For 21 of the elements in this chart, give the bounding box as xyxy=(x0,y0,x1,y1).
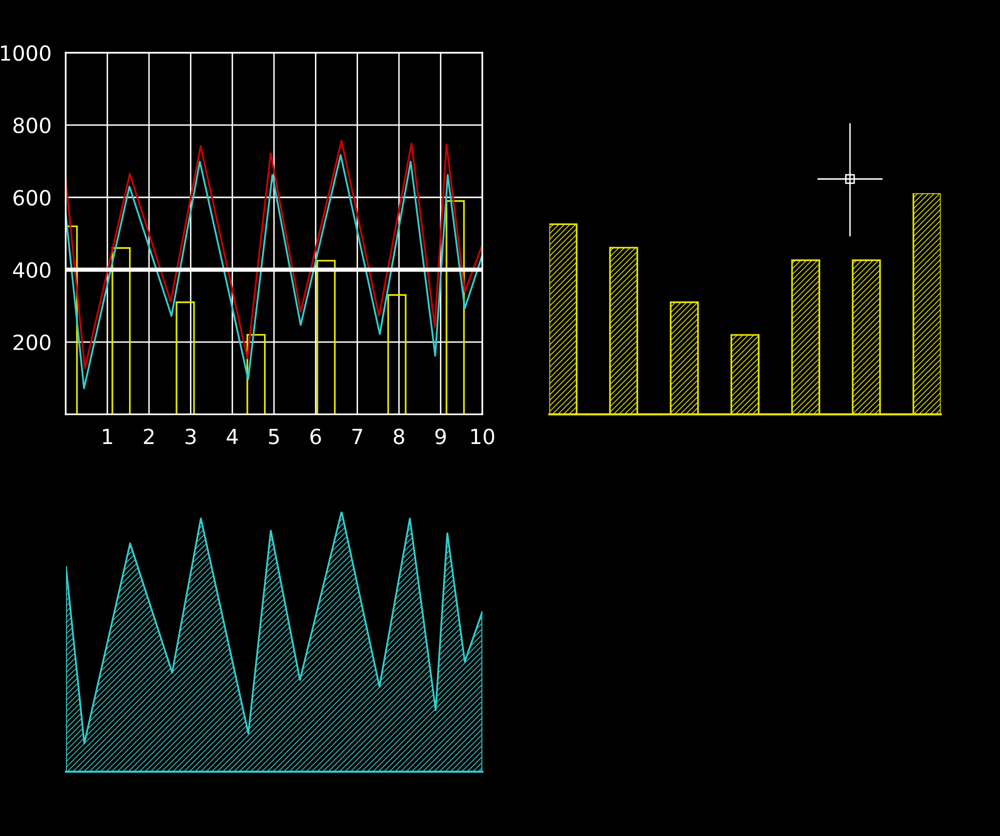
y-tick-label: 400 xyxy=(13,262,50,278)
x-tick-label: 8 xyxy=(394,428,404,444)
y-tick-label: 1000 xyxy=(1,45,50,61)
y-tick-label: 800 xyxy=(13,118,50,134)
bar xyxy=(176,301,195,414)
y-tick-label: 600 xyxy=(14,190,50,206)
bar xyxy=(387,294,406,414)
bar xyxy=(112,247,131,414)
x-tick-label: 5 xyxy=(268,428,279,444)
x-tick-label: 7 xyxy=(352,428,362,444)
bar xyxy=(316,260,336,414)
bar xyxy=(446,200,465,414)
bar xyxy=(246,334,266,414)
x-tick-label: 9 xyxy=(435,428,446,444)
x-tick-label: 2 xyxy=(144,428,154,444)
y-tick-label: 200 xyxy=(14,334,50,350)
x-tick-label: 6 xyxy=(310,428,321,444)
x-tick-label: 1 xyxy=(103,428,112,444)
x-tick-label: 3 xyxy=(186,428,196,444)
x-tick-label: 4 xyxy=(226,428,238,444)
x-tick-label: 10 xyxy=(471,428,494,444)
